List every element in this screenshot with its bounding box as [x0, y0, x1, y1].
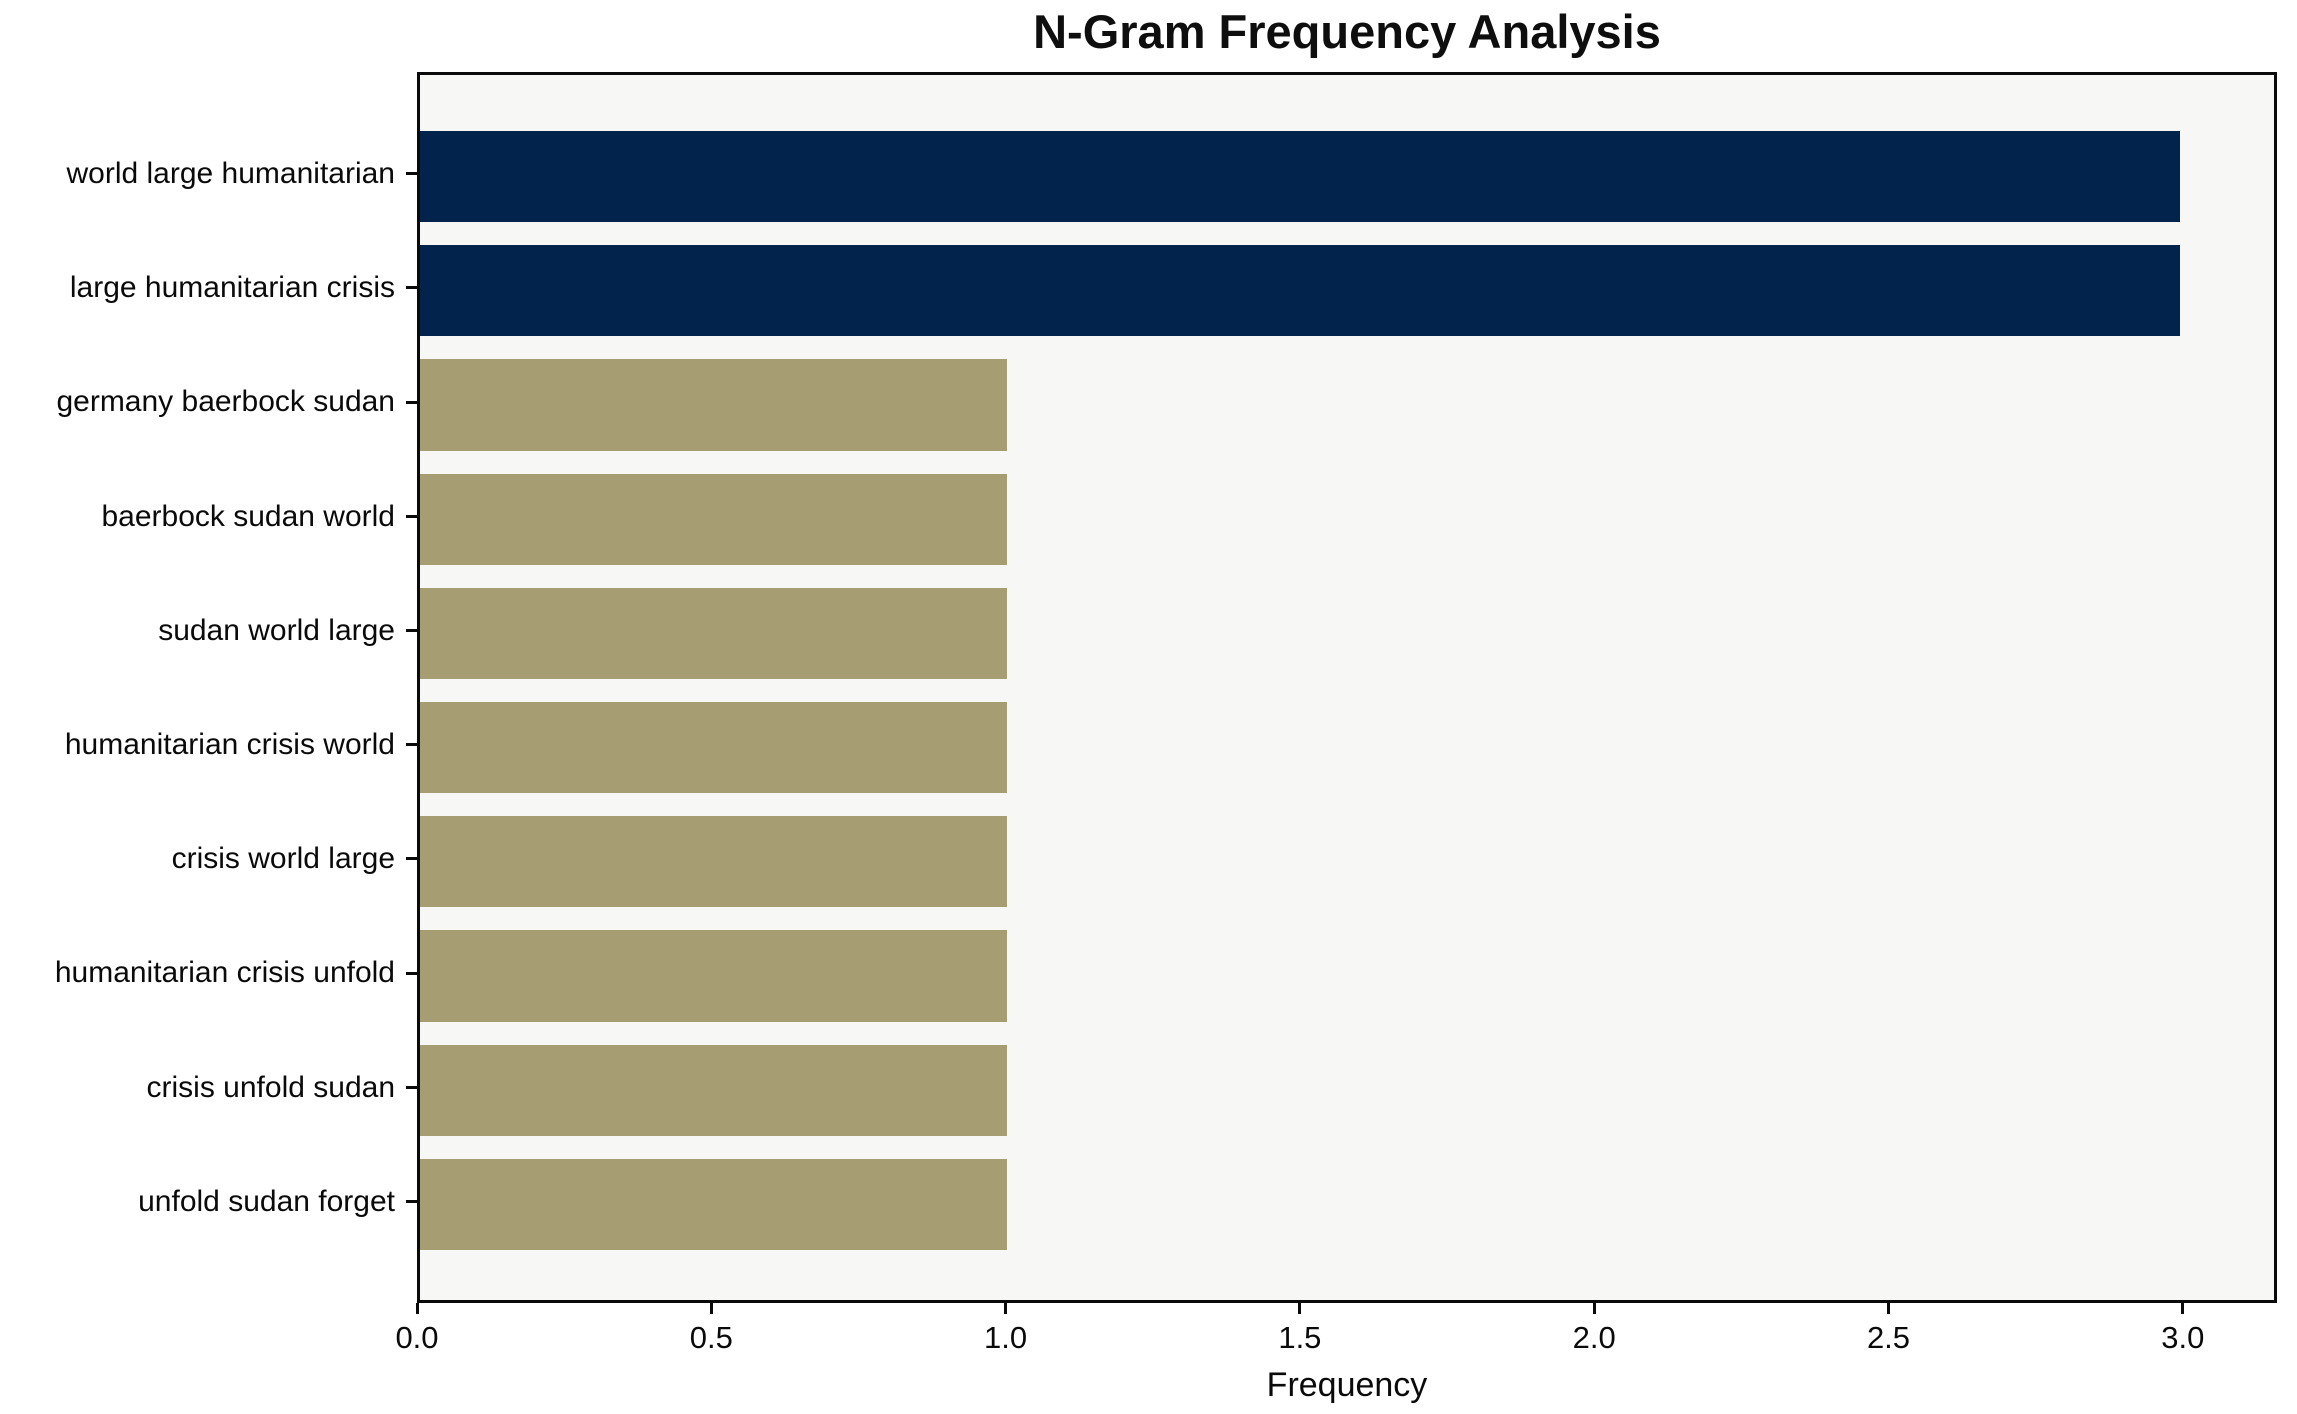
y-tick-mark	[406, 172, 417, 176]
x-tick-label: 2.0	[1572, 1320, 1616, 1355]
y-tick-mark	[406, 1199, 417, 1203]
x-tick-mark	[1004, 1303, 1008, 1314]
bar	[420, 131, 2181, 223]
x-tick-label: 1.5	[1278, 1320, 1322, 1355]
bar	[420, 359, 1007, 451]
chart-title: N-Gram Frequency Analysis	[1033, 5, 1661, 58]
plot-area	[417, 72, 2277, 1303]
y-tick-label: crisis unfold sudan	[146, 1070, 395, 1104]
y-tick-label: sudan world large	[158, 613, 395, 647]
x-tick-mark	[1592, 1303, 1596, 1314]
y-tick-label: humanitarian crisis world	[64, 727, 395, 761]
bar	[420, 473, 1007, 565]
bar	[420, 816, 1007, 908]
y-tick-label: crisis world large	[171, 842, 395, 876]
x-tick-label: 2.5	[1866, 1320, 1911, 1355]
y-tick-mark	[406, 1085, 417, 1089]
bar	[420, 587, 1007, 680]
y-tick-mark	[406, 286, 417, 290]
bar	[420, 701, 1007, 794]
x-tick-label: 0.0	[395, 1320, 439, 1355]
x-tick-label: 3.0	[2161, 1320, 2205, 1355]
x-tick-mark	[709, 1303, 713, 1314]
y-tick-label: unfold sudan forget	[138, 1184, 395, 1218]
x-tick-label: 1.0	[984, 1320, 1028, 1355]
y-tick-mark	[406, 628, 417, 632]
x-tick-mark	[2181, 1303, 2185, 1314]
y-tick-label: humanitarian crisis unfold	[54, 956, 395, 990]
y-tick-mark	[406, 743, 417, 747]
bar	[420, 930, 1007, 1022]
y-tick-label: world large humanitarian	[66, 157, 395, 190]
y-tick-label: germany baerbock sudan	[56, 385, 395, 419]
y-tick-mark	[406, 971, 417, 975]
y-tick-mark	[406, 514, 417, 518]
bar	[420, 1158, 1007, 1251]
y-tick-mark	[406, 857, 417, 861]
x-axis-label: Frequency	[1266, 1366, 1428, 1404]
y-tick-label: large humanitarian crisis	[69, 271, 395, 305]
x-tick-mark	[1298, 1303, 1302, 1314]
bar	[420, 245, 2181, 337]
x-tick-mark	[415, 1303, 419, 1314]
y-tick-label: baerbock sudan world	[101, 499, 395, 533]
x-tick-mark	[1887, 1303, 1890, 1314]
x-tick-label: 0.5	[689, 1320, 733, 1355]
y-tick-mark	[406, 400, 417, 404]
bar	[420, 1044, 1007, 1136]
